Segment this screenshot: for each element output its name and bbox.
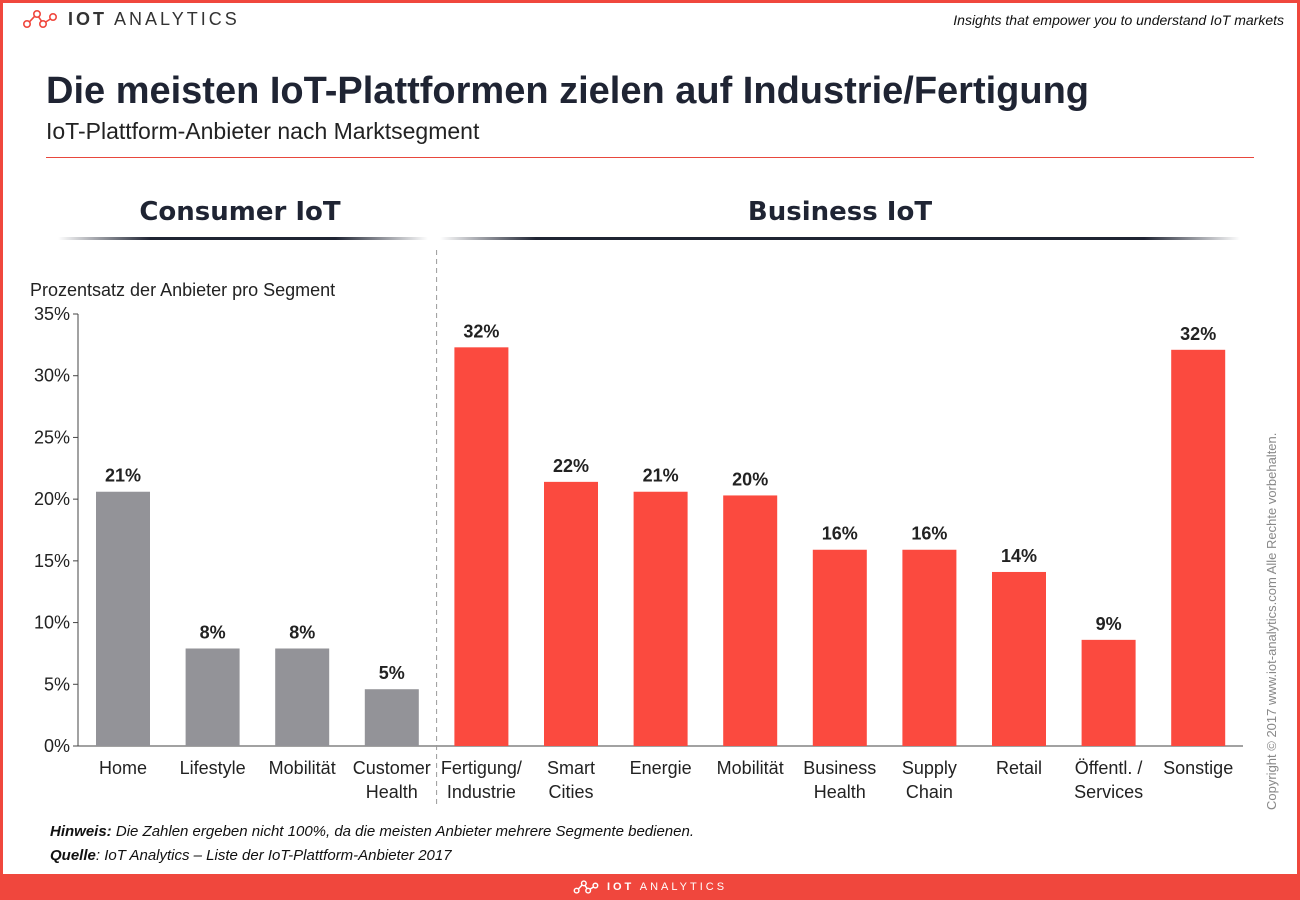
y-tick-label: 25% xyxy=(34,427,70,447)
logo-wordmark: IOT ANALYTICS xyxy=(68,8,240,29)
x-tick-label: Energie xyxy=(630,758,692,778)
x-tick-label: Industrie xyxy=(447,782,516,802)
y-tick-label: 35% xyxy=(34,304,70,324)
y-tick-label: 0% xyxy=(44,736,70,756)
x-tick-label: Health xyxy=(814,782,866,802)
bar xyxy=(812,549,867,746)
x-tick-label: Smart xyxy=(547,758,595,778)
data-label: 16% xyxy=(822,524,858,544)
segment-underline-business xyxy=(440,237,1240,240)
y-tick-label: 20% xyxy=(34,489,70,509)
bar xyxy=(902,549,957,746)
segment-heading-consumer: Consumer IoT xyxy=(139,197,341,227)
data-label: 32% xyxy=(1180,324,1216,344)
chart-title: Die meisten IoT-Plattformen zielen auf I… xyxy=(46,70,1090,112)
data-label: 32% xyxy=(463,321,499,341)
x-tick-label: Health xyxy=(366,782,418,802)
y-tick-label: 5% xyxy=(44,674,70,694)
network-icon-footer xyxy=(573,880,599,894)
x-tick-label: Mobilität xyxy=(269,758,336,778)
bar xyxy=(364,689,419,746)
bar xyxy=(96,491,150,746)
data-label: 5% xyxy=(379,663,405,683)
network-icon xyxy=(22,9,57,29)
x-tick-label: Öffentl. / xyxy=(1075,758,1143,778)
data-label: 21% xyxy=(105,466,141,486)
footnote-hint: Hinweis: Die Zahlen ergeben nicht 100%, … xyxy=(50,823,694,840)
x-tick-label: Home xyxy=(99,758,147,778)
x-tick-label: Supply xyxy=(902,758,957,778)
y-axis-label: Prozentsatz der Anbieter pro Segment xyxy=(30,280,335,300)
iot-analytics-logo: IOT ANALYTICS xyxy=(22,8,240,30)
y-tick-label: 10% xyxy=(34,613,70,633)
footnote-source: Quelle: IoT Analytics – Liste der IoT-Pl… xyxy=(50,847,452,864)
bar xyxy=(723,495,778,746)
x-tick-label: Business xyxy=(803,758,876,778)
footer-wordmark: IOT ANALYTICS xyxy=(606,881,728,893)
y-tick-label: 15% xyxy=(34,551,70,571)
data-label: 22% xyxy=(553,456,589,476)
data-label: 9% xyxy=(1096,614,1122,634)
data-label: 14% xyxy=(1001,546,1037,566)
data-label: 20% xyxy=(732,469,768,489)
bar xyxy=(454,347,509,746)
y-tick-label: 30% xyxy=(34,366,70,386)
bar xyxy=(992,571,1046,746)
segment-heading-business: Business IoT xyxy=(747,197,933,227)
x-tick-label: Chain xyxy=(906,782,953,802)
data-label: 16% xyxy=(911,524,947,544)
x-tick-label: Lifestyle xyxy=(180,758,246,778)
bar xyxy=(1081,639,1136,746)
x-tick-label: Customer xyxy=(353,758,431,778)
data-label: 8% xyxy=(289,622,315,642)
x-tick-label: Cities xyxy=(548,782,593,802)
data-label: 8% xyxy=(200,622,226,642)
segment-underline-consumer xyxy=(58,237,428,240)
chart-subtitle: IoT-Plattform-Anbieter nach Marktsegment xyxy=(46,118,480,144)
x-tick-label: Fertigung/ xyxy=(441,758,522,778)
data-label: 21% xyxy=(643,466,679,486)
bar xyxy=(185,648,240,746)
bar xyxy=(275,648,330,746)
tagline: Insights that empower you to understand … xyxy=(953,12,1284,28)
x-tick-label: Retail xyxy=(996,758,1042,778)
title-divider xyxy=(46,157,1254,158)
bar xyxy=(1171,349,1226,746)
x-tick-label: Services xyxy=(1074,782,1143,802)
bar xyxy=(544,481,598,746)
copyright-notice: Copyright © 2017 www.iot-analytics.com A… xyxy=(1264,432,1279,810)
footer-bar: IOT ANALYTICS xyxy=(0,874,1300,900)
bar xyxy=(633,491,688,746)
x-tick-label: Mobilität xyxy=(717,758,784,778)
x-tick-label: Sonstige xyxy=(1163,758,1233,778)
